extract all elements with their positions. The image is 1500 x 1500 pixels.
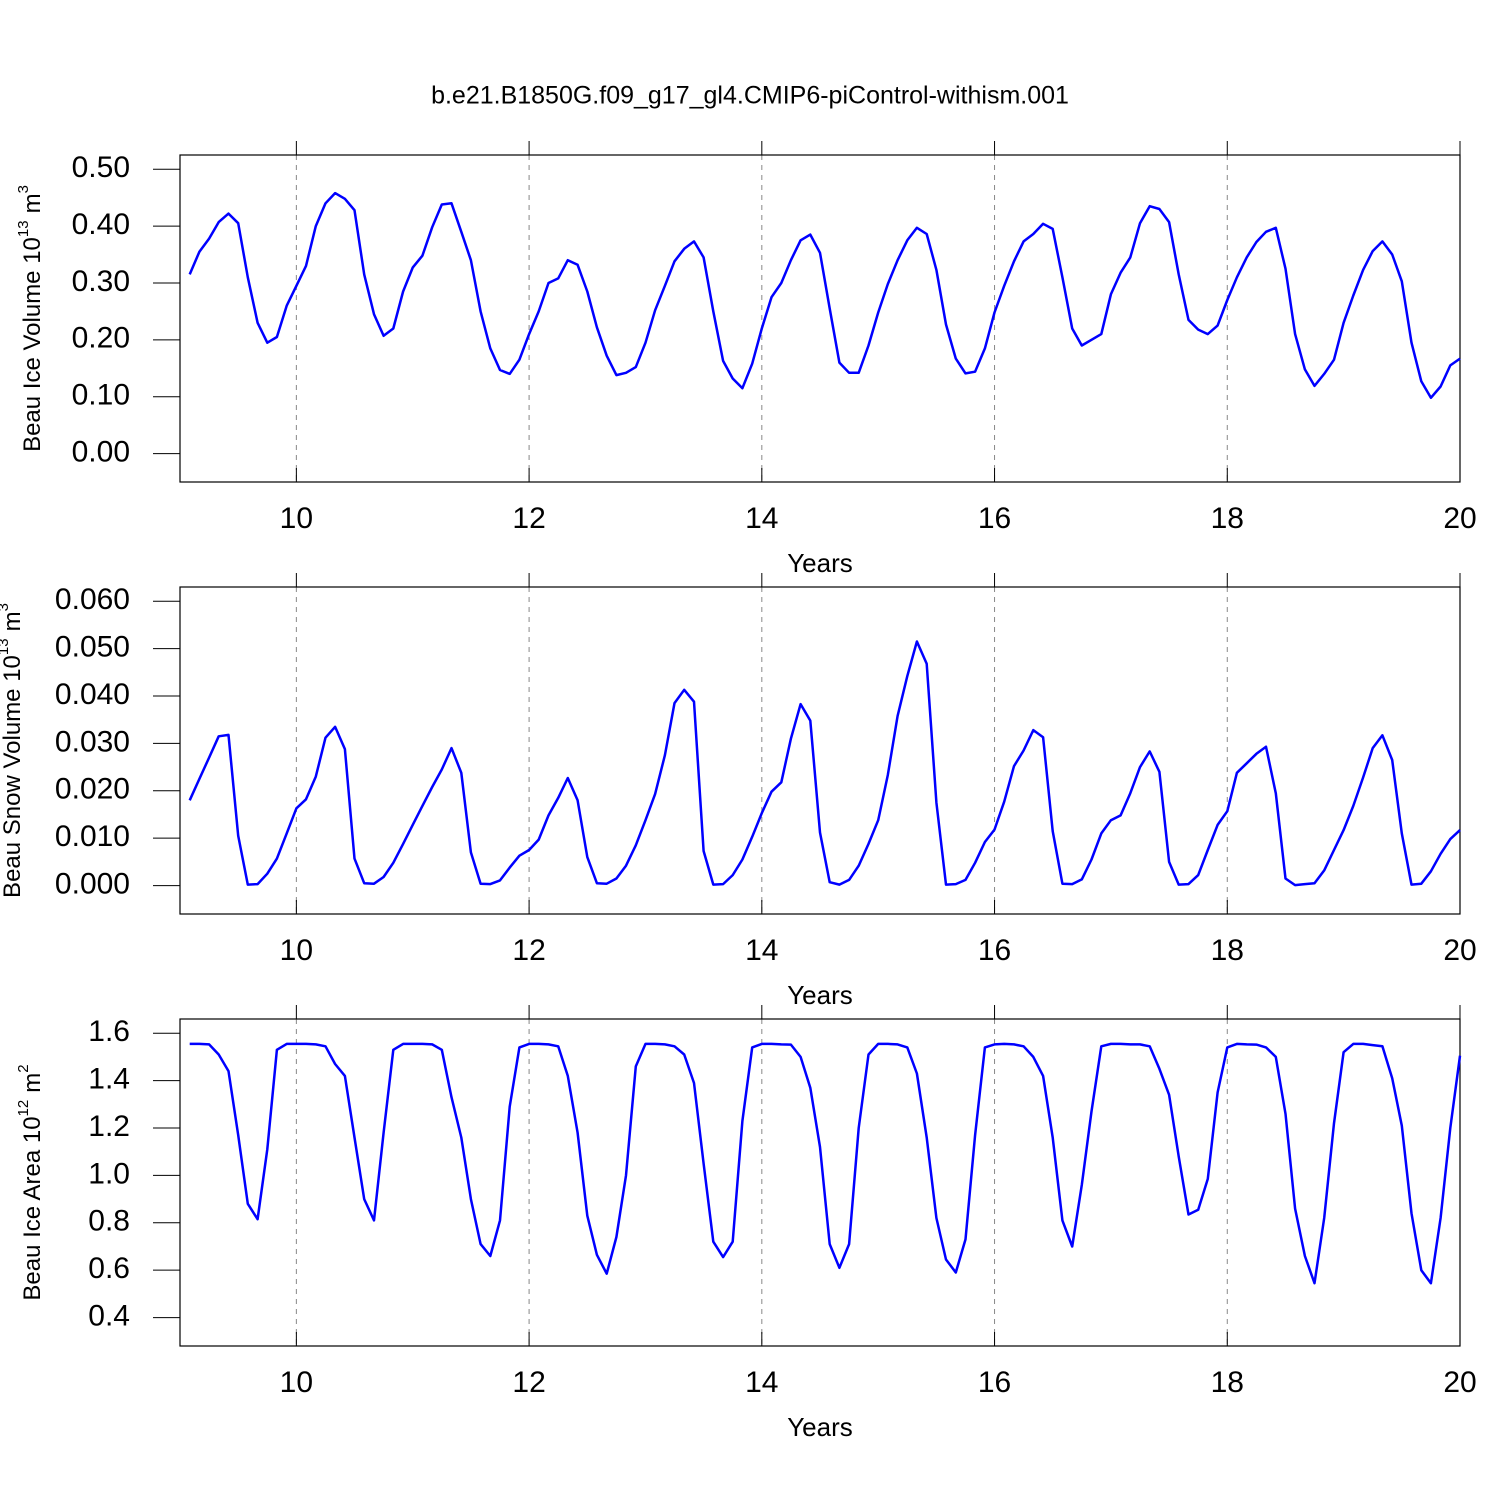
x-axis-label: Years — [787, 1412, 853, 1442]
data-line — [188, 640, 1461, 887]
y-axis-label: Beau Snow Volume 1013 m3 — [0, 603, 26, 898]
x-tick-label: 16 — [978, 502, 1011, 535]
x-tick-label: 18 — [1211, 1366, 1244, 1399]
y-tick-label: 0.30 — [72, 265, 130, 298]
y-label-unit-exponent: 2 — [15, 1064, 32, 1072]
y-tick-label: 0.020 — [55, 773, 130, 806]
y-label-text: Beau Ice Volume 10 — [19, 237, 46, 452]
x-tick-label: 12 — [512, 934, 545, 967]
y-tick-label: 0.040 — [55, 678, 130, 711]
x-tick-label: 18 — [1211, 502, 1244, 535]
x-tick-label: 20 — [1443, 1366, 1476, 1399]
x-tick-label: 14 — [745, 502, 778, 535]
y-tick-label: 0.6 — [88, 1252, 130, 1285]
y-tick-label: 0.060 — [55, 583, 130, 616]
x-tick-label: 14 — [745, 1366, 778, 1399]
y-tick-label: 0.8 — [88, 1205, 130, 1238]
y-label-exponent: 13 — [0, 638, 12, 655]
data-line — [188, 191, 1461, 400]
data-line — [189, 1042, 1462, 1285]
y-label-exponent: 12 — [15, 1100, 32, 1117]
y-label-exponent: 13 — [15, 220, 32, 237]
x-axis-label: Years — [787, 548, 853, 578]
plot-frame — [179, 154, 1461, 483]
y-tick-label: 0.000 — [55, 867, 130, 900]
y-label-unit: m — [19, 1073, 46, 1093]
y-tick-label: 1.6 — [88, 1015, 130, 1048]
figure-title: b.e21.B1850G.f09_g17_gl4.CMIP6-piControl… — [431, 82, 1069, 110]
y-tick-label: 0.20 — [72, 322, 130, 355]
x-tick-label: 10 — [280, 1366, 313, 1399]
y-tick-label: 1.2 — [88, 1110, 130, 1143]
y-tick-label: 0.00 — [72, 435, 130, 468]
y-tick-label: 0.10 — [72, 379, 130, 412]
y-tick-label: 1.4 — [88, 1063, 130, 1096]
x-tick-label: 12 — [512, 1366, 545, 1399]
y-tick-label: 0.50 — [72, 151, 130, 184]
x-tick-label: 10 — [280, 934, 313, 967]
y-tick-label: 0.010 — [55, 820, 130, 853]
y-label-unit-exponent: 3 — [0, 603, 12, 611]
x-tick-label: 20 — [1443, 934, 1476, 967]
y-tick-label: 0.050 — [55, 631, 130, 664]
y-tick-label: 0.40 — [72, 208, 130, 241]
x-tick-label: 16 — [978, 1366, 1011, 1399]
y-label-unit: m — [19, 193, 46, 213]
y-tick-label: 1.0 — [88, 1157, 130, 1190]
y-axis-label: Beau Ice Volume 1013 m3 — [15, 185, 46, 452]
x-tick-label: 10 — [280, 502, 313, 535]
x-tick-label: 14 — [745, 934, 778, 967]
y-label-text: Beau Snow Volume 10 — [0, 655, 26, 898]
plot-frame — [179, 586, 1461, 915]
y-label-text: Beau Ice Area 10 — [19, 1116, 46, 1300]
x-tick-label: 18 — [1211, 934, 1244, 967]
x-axis-label: Years — [787, 980, 853, 1010]
y-tick-label: 0.030 — [55, 725, 130, 758]
y-tick-label: 0.4 — [88, 1299, 130, 1332]
y-axis-label: Beau Ice Area 1012 m2 — [15, 1064, 46, 1300]
x-tick-label: 12 — [512, 502, 545, 535]
plot-frame — [179, 1018, 1461, 1347]
x-tick-label: 20 — [1443, 502, 1476, 535]
y-label-unit-exponent: 3 — [15, 185, 32, 193]
x-tick-label: 16 — [978, 934, 1011, 967]
y-label-unit: m — [0, 611, 26, 631]
